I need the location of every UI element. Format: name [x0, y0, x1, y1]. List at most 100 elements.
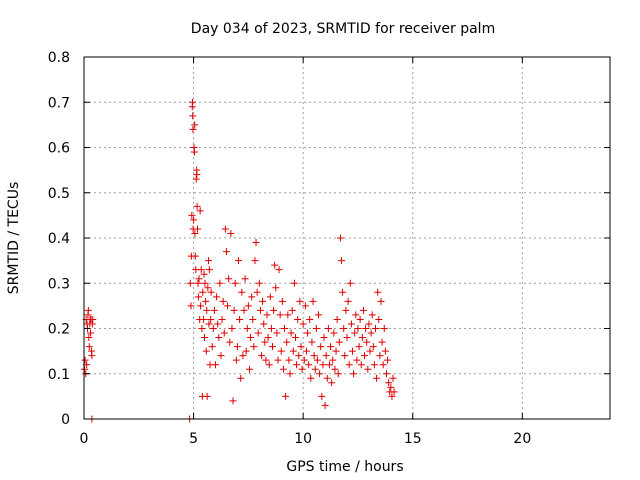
data-point: [222, 248, 230, 256]
data-point: [188, 98, 196, 106]
data-point: [377, 297, 385, 305]
data-point: [239, 352, 247, 360]
x-axis-title: GPS time / hours: [286, 459, 403, 475]
data-point: [247, 334, 255, 342]
data-point: [327, 343, 335, 351]
data-point: [354, 325, 362, 332]
y-tick-label: 0.6: [48, 141, 70, 157]
data-point: [333, 315, 341, 323]
data-point: [353, 356, 361, 364]
data-point: [321, 401, 329, 409]
data-point: [287, 329, 295, 337]
data-point: [88, 352, 96, 360]
data-point: [192, 175, 200, 183]
data-point: [210, 306, 218, 314]
data-point: [329, 356, 337, 364]
data-point: [89, 315, 97, 323]
data-point: [202, 347, 210, 355]
x-tick-label: 5: [189, 431, 198, 447]
data-point: [324, 325, 332, 332]
data-point: [375, 315, 383, 323]
y-tick-label: 0: [61, 412, 70, 428]
data-point: [276, 311, 284, 319]
y-tick-label: 0.3: [48, 276, 70, 292]
data-point: [388, 392, 396, 400]
data-point: [263, 311, 271, 319]
data-point: [218, 315, 226, 323]
data-point: [189, 112, 197, 120]
data-point: [215, 334, 223, 342]
data-points: [80, 98, 398, 423]
data-point: [307, 374, 315, 382]
data-point: [221, 225, 229, 233]
data-point: [294, 315, 302, 323]
data-point: [346, 279, 354, 287]
data-point: [373, 374, 381, 382]
data-point: [295, 352, 303, 360]
data-point: [237, 374, 245, 382]
y-tick-label: 0.2: [48, 322, 70, 338]
data-point: [278, 297, 286, 305]
data-point: [207, 288, 215, 296]
data-point: [190, 216, 198, 224]
data-point: [224, 302, 232, 310]
data-point: [189, 125, 197, 133]
data-point: [389, 374, 397, 382]
data-point: [363, 338, 371, 346]
data-point: [355, 343, 363, 351]
data-point: [323, 374, 331, 382]
data-point: [258, 352, 266, 360]
data-point: [340, 325, 348, 332]
data-point: [367, 329, 375, 337]
data-point: [190, 148, 198, 156]
data-point: [191, 229, 199, 237]
data-point: [369, 343, 377, 351]
data-point: [85, 343, 93, 351]
data-point: [202, 297, 210, 305]
data-point: [330, 329, 338, 337]
data-point: [251, 257, 259, 265]
data-point: [216, 279, 224, 287]
y-tick-label: 0.4: [48, 231, 70, 247]
axis-ticks: [83, 56, 610, 420]
data-point: [273, 329, 281, 337]
data-point: [385, 379, 393, 387]
data-point: [284, 311, 292, 319]
data-point: [308, 338, 316, 346]
data-point: [347, 320, 355, 328]
data-point: [350, 370, 358, 378]
data-point: [219, 297, 227, 305]
data-point: [250, 343, 258, 351]
data-point: [359, 306, 367, 314]
data-point: [231, 279, 239, 287]
data-point: [297, 343, 305, 351]
data-point: [361, 352, 369, 360]
data-point: [207, 315, 215, 323]
data-point: [304, 329, 312, 337]
data-point: [198, 325, 206, 332]
data-point: [201, 279, 209, 287]
data-point: [252, 239, 260, 247]
grid-lines: [84, 57, 610, 419]
data-point: [87, 329, 95, 337]
data-point: [331, 365, 339, 373]
data-point: [315, 311, 323, 319]
data-point: [320, 334, 328, 342]
y-tick-label: 0.7: [48, 95, 70, 111]
data-point: [274, 356, 282, 364]
data-point: [332, 347, 340, 355]
data-point: [233, 343, 241, 351]
data-point: [338, 257, 346, 265]
data-point: [290, 279, 298, 287]
data-point: [200, 270, 208, 278]
data-point: [312, 325, 320, 332]
data-point: [244, 302, 252, 310]
data-point: [336, 234, 344, 242]
data-point: [85, 334, 93, 342]
data-point: [309, 297, 317, 305]
data-point: [191, 252, 199, 260]
data-point: [380, 325, 388, 332]
data-point: [191, 121, 199, 129]
data-point: [310, 352, 318, 360]
data-point: [334, 370, 342, 378]
